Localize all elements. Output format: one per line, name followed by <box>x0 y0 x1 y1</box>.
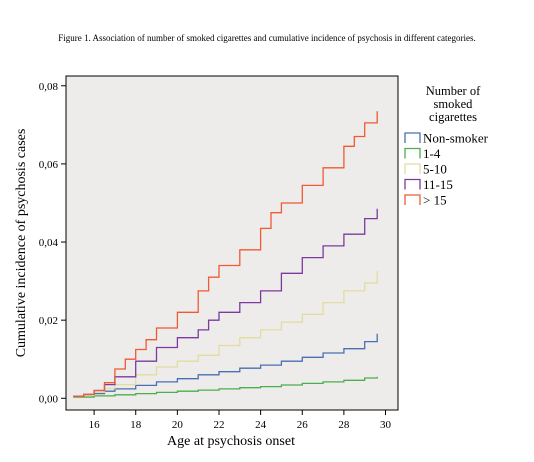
x-axis-title: Age at psychosis onset <box>167 434 295 449</box>
legend-label-1-4: 1-4 <box>423 146 441 161</box>
x-tick-label: 28 <box>338 419 350 431</box>
series-lines <box>73 111 378 398</box>
y-tick-label: 0,00 <box>39 393 59 405</box>
legend-swatch-11-15 <box>404 178 421 190</box>
x-tick-label: 18 <box>130 419 142 431</box>
x-tick-label: 16 <box>89 419 101 431</box>
x-tick-label: 20 <box>172 419 184 431</box>
y-tick-label: 0,06 <box>39 159 59 171</box>
legend-label-15: > 15 <box>423 193 447 208</box>
x-tick-label: 26 <box>297 419 309 431</box>
x-tick-label: 24 <box>255 419 267 431</box>
series-line-15 <box>73 111 378 397</box>
y-tick-label: 0,08 <box>39 81 59 93</box>
y-tick-label: 0,04 <box>39 237 59 249</box>
legend-swatch-15 <box>404 194 421 205</box>
figure-caption: Figure 1. Association of number of smoke… <box>58 33 476 43</box>
plot-area <box>65 75 399 411</box>
legend-label-non-smoker: Non-smoker <box>423 131 489 146</box>
legend-label-5-10: 5-10 <box>423 162 447 177</box>
x-tick-label: 30 <box>380 419 392 431</box>
y-tick-label: 0,02 <box>39 315 58 327</box>
legend-title-line: cigarettes <box>429 110 477 124</box>
legend-swatch-5-10 <box>404 163 421 174</box>
legend-title-line: Number of <box>426 84 481 98</box>
series-line-1-4 <box>73 376 378 398</box>
legend-label-11-15: 11-15 <box>423 177 453 192</box>
legend-swatch-non-smoker <box>404 132 421 143</box>
x-tick-label: 22 <box>213 419 224 431</box>
legend-title-line: smoked <box>434 97 474 111</box>
axes: 0,00 0,02 0,04 0,06 0,08 16 18 20 22 24 26 28 30 <box>39 81 392 431</box>
legend-swatch-1-4 <box>404 147 421 159</box>
y-axis-title: Cumulative incidence of psychosis cases <box>14 129 29 358</box>
